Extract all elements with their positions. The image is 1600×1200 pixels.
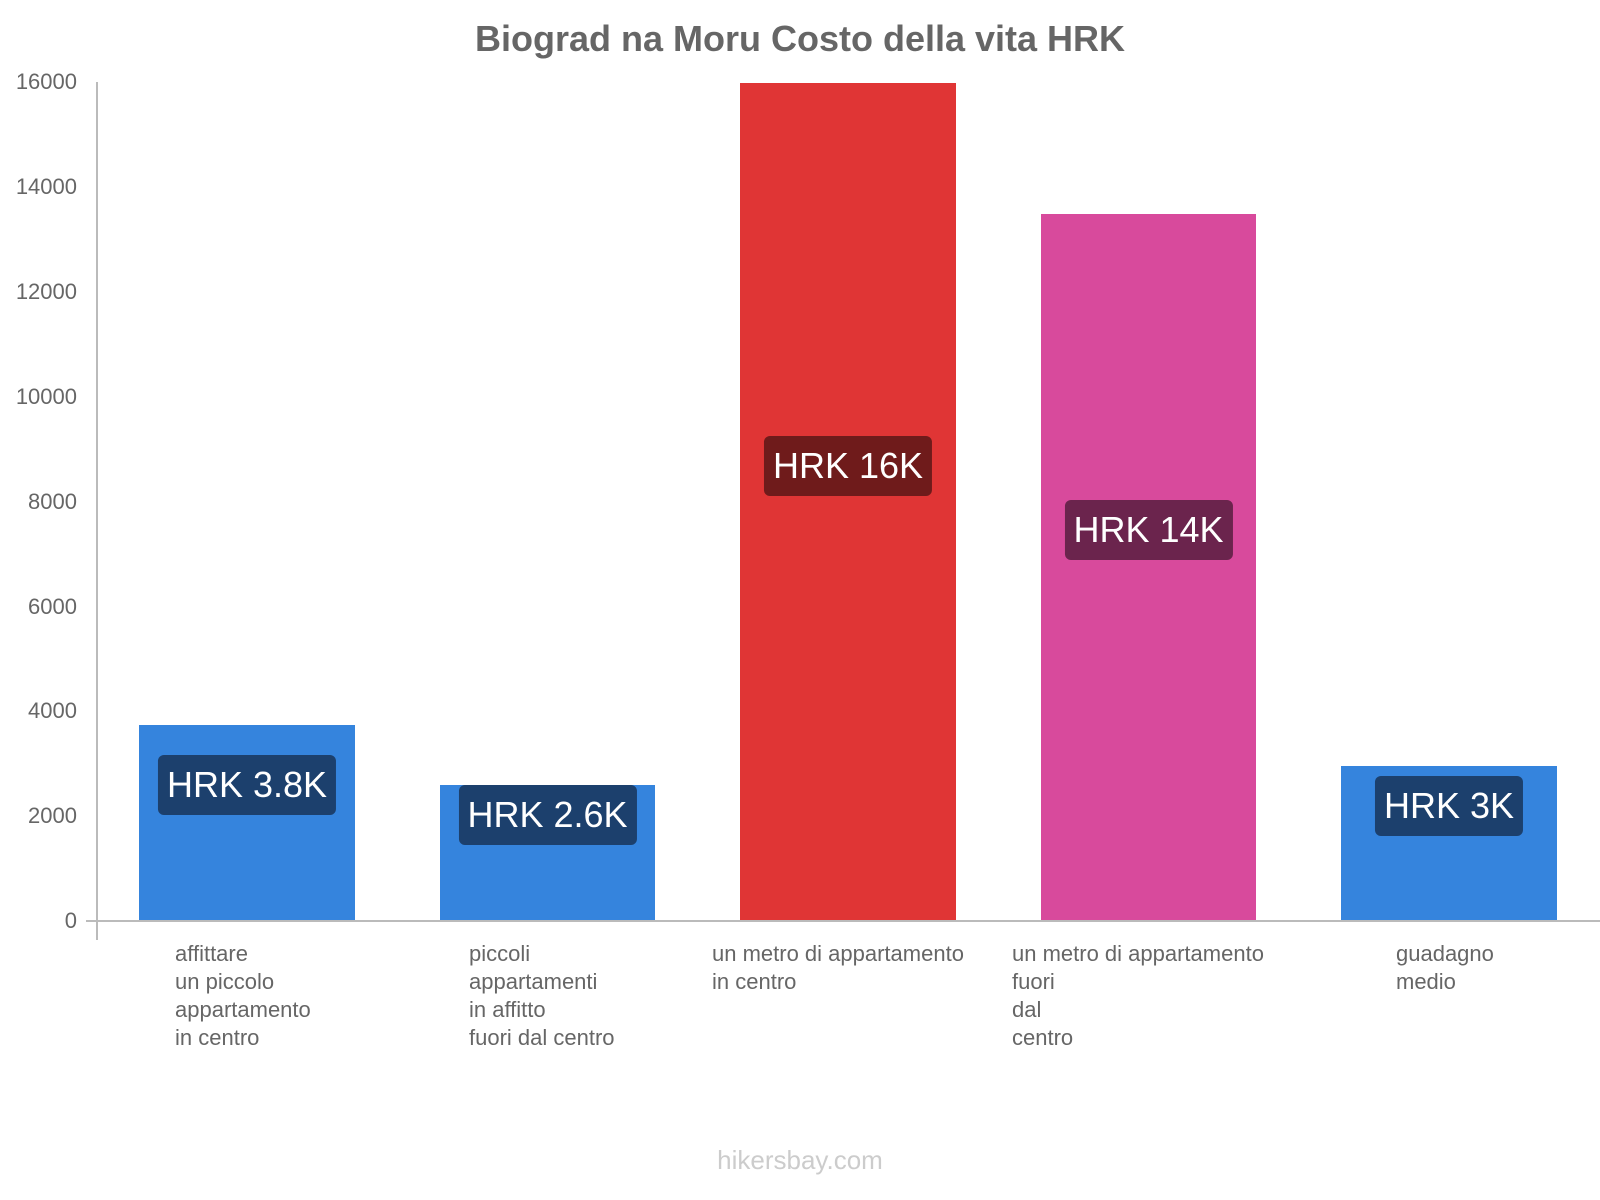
bar-value-label: HRK 2.6K	[458, 785, 637, 845]
bar-sqm-apartment-center[interactable]: HRK 16K	[740, 83, 956, 920]
y-axis-line	[96, 82, 98, 940]
y-tick-label: 14000	[15, 174, 77, 199]
bar-value-label: HRK 16K	[763, 436, 933, 496]
x-category-label: un metro di appartamento in centro	[712, 941, 964, 994]
bar-rent-small-apartments-outside-center[interactable]: HRK 2.6K	[440, 785, 655, 920]
bar-value-label: HRK 14K	[1064, 500, 1233, 560]
x-axis-line	[86, 920, 1600, 922]
x-category-label: affittare un piccolo appartamento in cen…	[175, 941, 311, 1050]
y-tick-label: 10000	[15, 384, 77, 409]
x-category-label: un metro di appartamento fuori dal centr…	[1012, 941, 1264, 1050]
y-tick-label: 2000	[28, 803, 77, 828]
y-tick-label: 16000	[15, 69, 77, 94]
bar-value-label: HRK 3K	[1374, 776, 1524, 836]
bar-value-label: HRK 3.8K	[157, 755, 337, 815]
bar-average-salary[interactable]: HRK 3K	[1341, 766, 1557, 920]
bar-sqm-apartment-outside-center[interactable]: HRK 14K	[1041, 214, 1256, 920]
y-tick-label: 6000	[28, 594, 77, 619]
bar-rent-small-apartment-center[interactable]: HRK 3.8K	[139, 725, 355, 920]
y-tick-label: 4000	[28, 698, 77, 723]
source-watermark: hikersbay.com	[717, 1145, 883, 1175]
y-tick-label: 0	[64, 908, 77, 933]
x-category-label: guadagno medio	[1396, 941, 1494, 994]
y-tick-label: 8000	[28, 489, 77, 514]
x-category-label: piccoli appartamenti in affitto fuori da…	[469, 941, 615, 1050]
chart-title: Biograd na Moru Costo della vita HRK	[474, 18, 1126, 59]
y-tick-label: 12000	[15, 279, 77, 304]
